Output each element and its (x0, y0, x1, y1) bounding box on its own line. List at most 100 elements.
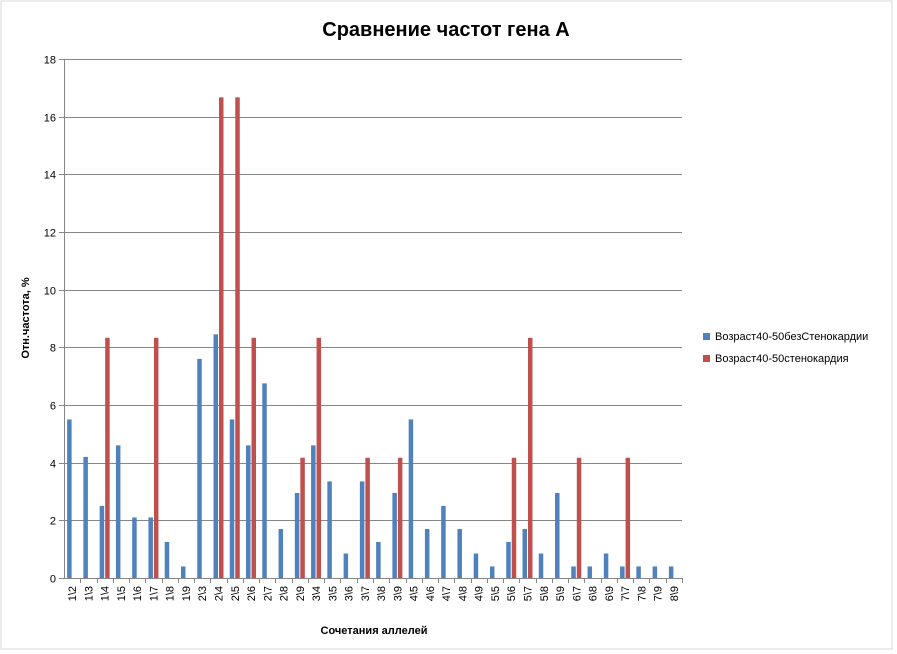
bar-series-1 (668, 566, 674, 578)
bar-series-1 (538, 553, 544, 578)
x-tick-label: 5\8 (539, 586, 551, 601)
bar-series-2 (235, 97, 240, 578)
legend: Возраст40-50безСтенокардии Возраст40-50с… (703, 331, 868, 365)
bar-series-1 (246, 445, 251, 578)
bar-series-1 (99, 505, 105, 578)
x-tick-label: 1\8 (165, 586, 177, 601)
x-tick-label: 1\9 (181, 586, 193, 601)
x-tick-label: 2\4 (214, 586, 226, 601)
x-tick-label: 5\5 (490, 586, 502, 601)
bar-series-1 (359, 481, 365, 578)
x-tick-label: 8\9 (669, 586, 681, 601)
x-tick-label: 4\5 (409, 586, 421, 601)
bars (67, 97, 674, 579)
bar-series-2 (153, 337, 159, 578)
bar-series-1 (376, 541, 381, 578)
bar-series-1 (473, 553, 479, 578)
bar-series-2 (105, 337, 110, 578)
x-tick-label: 6\8 (588, 586, 600, 601)
bar-series-1 (294, 492, 300, 578)
bar-series-1 (441, 505, 446, 578)
x-tick-label: 2\5 (230, 586, 242, 601)
bar-series-1 (197, 358, 202, 578)
legend-swatch-series-2 (703, 355, 710, 362)
x-tick-label: 7\9 (653, 586, 665, 601)
bar-series-1 (229, 419, 235, 578)
x-tick-label: 3\6 (344, 586, 356, 601)
x-tick-label: 1\6 (132, 586, 144, 601)
x-tick-label: 2\8 (279, 586, 291, 601)
bar-series-1 (603, 553, 609, 578)
bar-series-1 (620, 566, 625, 578)
x-tick-label: 4\8 (457, 586, 469, 601)
bar-series-1 (327, 481, 332, 578)
x-tick-label: 2\6 (246, 586, 258, 601)
x-tick-label: 6\7 (571, 586, 583, 601)
bar-series-2 (576, 457, 582, 578)
bar-series-1 (343, 553, 349, 578)
bar-series-1 (148, 517, 153, 578)
bar-series-1 (164, 541, 170, 578)
bar-series-2 (365, 457, 370, 578)
y-tick-label: 14 (44, 170, 56, 182)
bar-series-1 (408, 419, 414, 578)
y-tick-label: 4 (50, 459, 56, 471)
x-tick-label: 5\6 (506, 586, 518, 601)
bar-series-1 (636, 566, 641, 578)
x-tick-label: 3\4 (311, 586, 323, 601)
y-tick-label: 0 (50, 574, 56, 586)
bar-series-2 (316, 337, 322, 578)
x-tick-label: 1\7 (148, 586, 160, 601)
x-tick-label: 1\4 (100, 586, 112, 601)
bar-series-1 (506, 541, 511, 578)
bar-series-2 (219, 97, 224, 578)
bar-series-2 (625, 457, 631, 578)
x-tick-label: 3\5 (327, 586, 339, 601)
x-tick-label: 1\5 (116, 586, 128, 601)
y-axis-ticks: 0 2 4 6 8 10 12 14 16 18 (44, 55, 64, 586)
x-tick-label: 2\9 (295, 586, 307, 601)
y-tick-label: 12 (44, 228, 56, 240)
bar-series-1 (392, 492, 397, 578)
x-tick-label: 3\7 (360, 586, 372, 601)
bar-series-2 (528, 337, 533, 578)
x-tick-label: 1\2 (67, 586, 79, 601)
legend-swatch-series-1 (703, 333, 710, 340)
bar-series-1 (262, 383, 267, 579)
x-tick-label: 4\6 (425, 586, 437, 601)
bar-series-1 (278, 528, 284, 578)
y-tick-label: 2 (50, 516, 56, 528)
bar-series-2 (251, 337, 257, 578)
bar-series-1 (311, 445, 316, 578)
bar-series-1 (115, 445, 121, 578)
legend-label-series-1: Возраст40-50безСтенокардии (715, 331, 868, 343)
x-tick-label: 1\3 (83, 586, 95, 601)
y-tick-label: 18 (44, 55, 56, 67)
y-tick-label: 16 (44, 113, 56, 125)
x-tick-label: 2\3 (197, 586, 209, 601)
x-tick-label: 2\7 (262, 586, 274, 601)
x-tick-label: 5\7 (523, 586, 535, 601)
bar-series-1 (457, 528, 462, 578)
chart-title: Сравнение частот гена А (322, 19, 569, 41)
y-tick-label: 8 (50, 343, 56, 355)
bar-series-1 (180, 566, 186, 578)
bar-series-1 (424, 528, 430, 578)
x-tick-label: 7\7 (620, 586, 632, 601)
bar-series-1 (489, 566, 495, 578)
y-tick-label: 10 (44, 286, 56, 298)
bar-series-1 (555, 492, 560, 578)
bar-series-1 (67, 419, 72, 578)
y-tick-label: 6 (50, 401, 56, 413)
x-tick-label: 6\9 (604, 586, 616, 601)
x-tick-label: 4\7 (441, 586, 453, 601)
x-tick-label: 7\8 (636, 586, 648, 601)
bar-series-2 (511, 457, 517, 578)
bar-series-1 (213, 334, 218, 578)
bar-series-1 (522, 528, 527, 578)
x-axis-ticks: 1\2 1\3 1\4 1\5 1\6 1\7 1\8 1\9 2\3 2\4 2\5 2\6 2\7 2… (67, 578, 683, 601)
bar-series-1 (587, 566, 593, 578)
bar-series-2 (300, 457, 305, 578)
